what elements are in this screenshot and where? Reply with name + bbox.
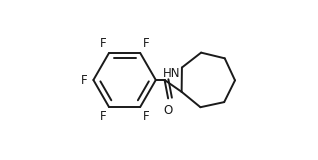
Text: F: F <box>100 110 106 123</box>
Text: F: F <box>143 37 150 50</box>
Text: F: F <box>81 73 88 87</box>
Text: HN: HN <box>163 67 180 80</box>
Text: O: O <box>163 104 173 117</box>
Text: F: F <box>143 110 150 123</box>
Text: F: F <box>100 37 106 50</box>
